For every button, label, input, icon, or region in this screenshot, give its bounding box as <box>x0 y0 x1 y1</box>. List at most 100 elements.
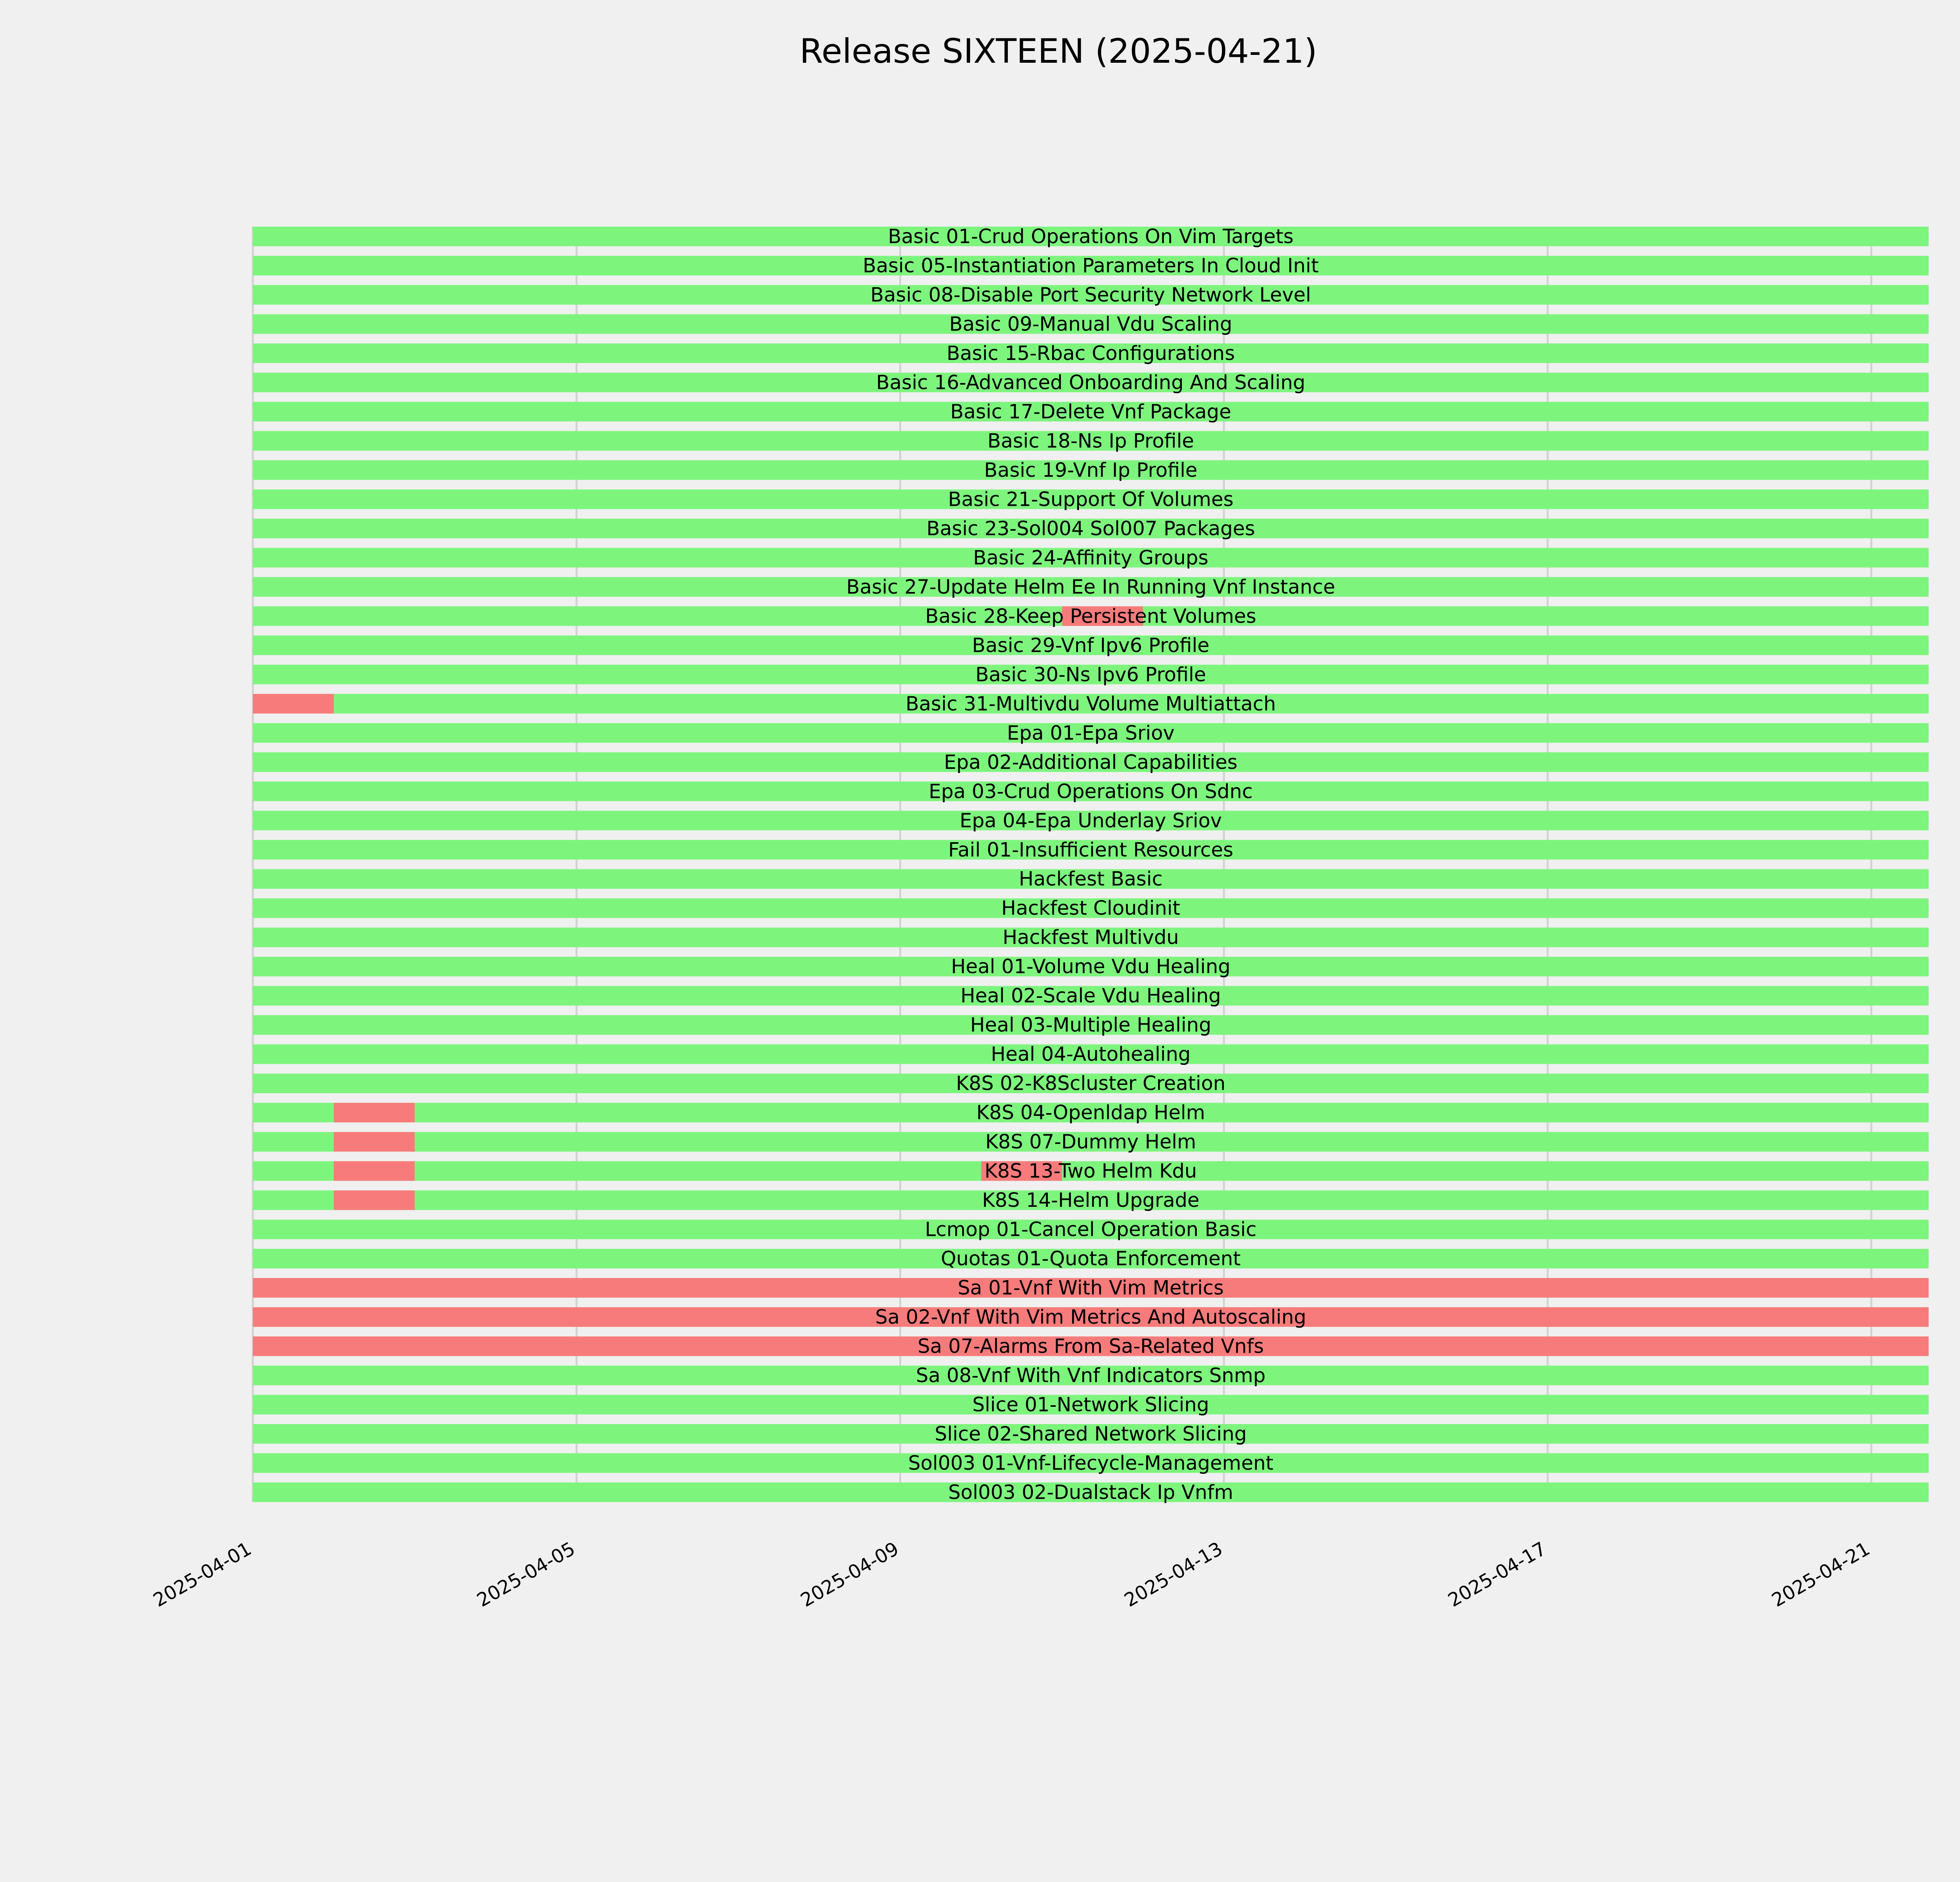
test-label: Basic 28-Keep Persistent Volumes <box>925 605 1256 627</box>
test-label: Basic 21-Support Of Volumes <box>948 488 1233 510</box>
pass-bar <box>253 840 1929 860</box>
test-label: Quotas 01-Quota Enforcement <box>941 1247 1241 1270</box>
test-label: Heal 03-Multiple Healing <box>970 1014 1211 1036</box>
pass-bar <box>253 1190 1929 1210</box>
pass-bar <box>253 256 1929 276</box>
test-label: Heal 01-Volume Vdu Healing <box>951 955 1230 978</box>
test-label: Lcmop 01-Cancel Operation Basic <box>925 1218 1256 1241</box>
test-label: Sa 07-Alarms From Sa-Related Vnfs <box>918 1335 1264 1358</box>
pass-bar <box>253 1074 1929 1094</box>
pass-bar <box>253 810 1929 830</box>
x-tick-label: 2025-04-21 <box>1768 1538 1874 1611</box>
test-label: Hackfest Basic <box>1019 868 1163 890</box>
bars-layer <box>253 227 1929 1502</box>
chart-title: Release SIXTEEN (2025-04-21) <box>800 32 1318 71</box>
test-label: Slice 01-Network Slicing <box>972 1393 1209 1416</box>
fail-bar <box>253 1278 1929 1298</box>
pass-bar <box>253 752 1929 772</box>
fail-bar <box>334 1132 415 1152</box>
test-label: Basic 24-Affinity Groups <box>973 546 1208 569</box>
pass-bar <box>253 518 1929 538</box>
test-label: Sa 02-Vnf With Vim Metrics And Autoscali… <box>875 1306 1307 1328</box>
pass-bar <box>253 957 1929 977</box>
test-label: Hackfest Multivdu <box>1003 926 1179 949</box>
pass-bar <box>253 1132 1929 1152</box>
pass-bar <box>253 431 1929 451</box>
pass-bar <box>253 401 1929 421</box>
pass-bar <box>253 372 1929 392</box>
pass-bar <box>253 869 1929 889</box>
fail-bar <box>253 1336 1929 1356</box>
pass-bar <box>253 1424 1929 1444</box>
pass-bar <box>253 665 1929 685</box>
pass-bar <box>253 781 1929 801</box>
test-label: Slice 02-Shared Network Slicing <box>935 1422 1247 1445</box>
x-tick-label: 2025-04-17 <box>1444 1538 1550 1611</box>
test-label: Sa 08-Vnf With Vnf Indicators Snmp <box>916 1364 1266 1387</box>
pass-bar <box>253 694 1929 714</box>
pass-bar <box>253 548 1929 568</box>
test-label: Fail 01-Insufficient Resources <box>948 838 1233 861</box>
pass-bar <box>253 489 1929 509</box>
test-label: Basic 16-Advanced Onboarding And Scaling <box>876 371 1305 394</box>
test-label: Basic 18-Ns Ip Profile <box>987 429 1194 452</box>
pass-bar <box>253 227 1929 246</box>
test-label: Basic 15-Rbac Configurations <box>947 342 1235 365</box>
pass-bar <box>253 460 1929 480</box>
test-label: Sol003 01-Vnf-Lifecycle-Management <box>908 1452 1274 1475</box>
pass-bar <box>253 927 1929 947</box>
fail-bar <box>334 1103 415 1123</box>
test-label: K8S 13-Two Helm Kdu <box>984 1160 1197 1183</box>
pass-bar <box>253 898 1929 918</box>
pass-bar <box>253 1482 1929 1502</box>
test-label: Basic 19-Vnf Ip Profile <box>984 459 1197 481</box>
pass-bar <box>253 986 1929 1006</box>
fail-bar <box>253 1307 1929 1327</box>
test-label: Basic 05-Instantiation Parameters In Clo… <box>863 254 1319 277</box>
test-label: Epa 04-Epa Underlay Sriov <box>960 809 1222 832</box>
test-label: Epa 01-Epa Sriov <box>1007 721 1175 744</box>
fail-bar <box>1062 606 1143 626</box>
x-tick-label: 2025-04-09 <box>797 1538 903 1611</box>
test-label: Heal 04-Autohealing <box>991 1043 1191 1066</box>
x-tick-label: 2025-04-13 <box>1121 1538 1227 1611</box>
pass-bar <box>253 314 1929 334</box>
pass-bar <box>253 723 1929 743</box>
test-label: Basic 27-Update Helm Ee In Running Vnf I… <box>846 576 1335 598</box>
pass-bar <box>253 1249 1929 1269</box>
test-label: K8S 04-Openldap Helm <box>976 1101 1205 1124</box>
test-label: K8S 07-Dummy Helm <box>985 1130 1196 1153</box>
pass-bar <box>253 285 1929 305</box>
x-tick-label: 2025-04-05 <box>473 1538 579 1611</box>
test-label: Basic 01-Crud Operations On Vim Targets <box>888 225 1294 248</box>
pass-bar <box>253 1103 1929 1123</box>
test-label: Basic 29-Vnf Ipv6 Profile <box>972 634 1210 657</box>
x-tick-label: 2025-04-01 <box>149 1538 255 1611</box>
test-label: Basic 30-Ns Ipv6 Profile <box>975 663 1206 686</box>
labels-layer: Basic 01-Crud Operations On Vim Targets B… <box>846 225 1335 1504</box>
test-label: Basic 08-Disable Port Security Network L… <box>870 283 1311 306</box>
test-label: Sol003 02-Dualstack Ip Vnfm <box>948 1481 1233 1504</box>
test-label: Hackfest Cloudinit <box>1001 897 1180 919</box>
fail-bar <box>981 1161 1062 1181</box>
test-label: K8S 02-K8Scluster Creation <box>956 1072 1226 1095</box>
test-label: Heal 02-Scale Vdu Healing <box>960 985 1221 1007</box>
pass-bar <box>253 1044 1929 1064</box>
test-label: Basic 09-Manual Vdu Scaling <box>949 312 1232 335</box>
pass-bar <box>253 1366 1929 1386</box>
pass-bar <box>253 1453 1929 1473</box>
test-label: Basic 17-Delete Vnf Package <box>950 400 1231 423</box>
fail-bar <box>334 1161 415 1181</box>
test-label: Basic 23-Sol004 Sol007 Packages <box>926 517 1255 540</box>
pass-bar <box>253 635 1929 655</box>
x-axis-ticks: 2025-04-01 2025-04-05 2025-04-09 2025-04-13… <box>149 1538 1873 1611</box>
pass-bar <box>253 577 1929 597</box>
pass-bar <box>253 1161 1929 1181</box>
fail-bar <box>334 1190 415 1210</box>
fail-bar <box>253 694 334 714</box>
test-label: Sa 01-Vnf With Vim Metrics <box>958 1277 1224 1299</box>
test-label: Basic 31-Multivdu Volume Multiattach <box>906 692 1276 715</box>
pass-bar <box>253 1219 1929 1239</box>
